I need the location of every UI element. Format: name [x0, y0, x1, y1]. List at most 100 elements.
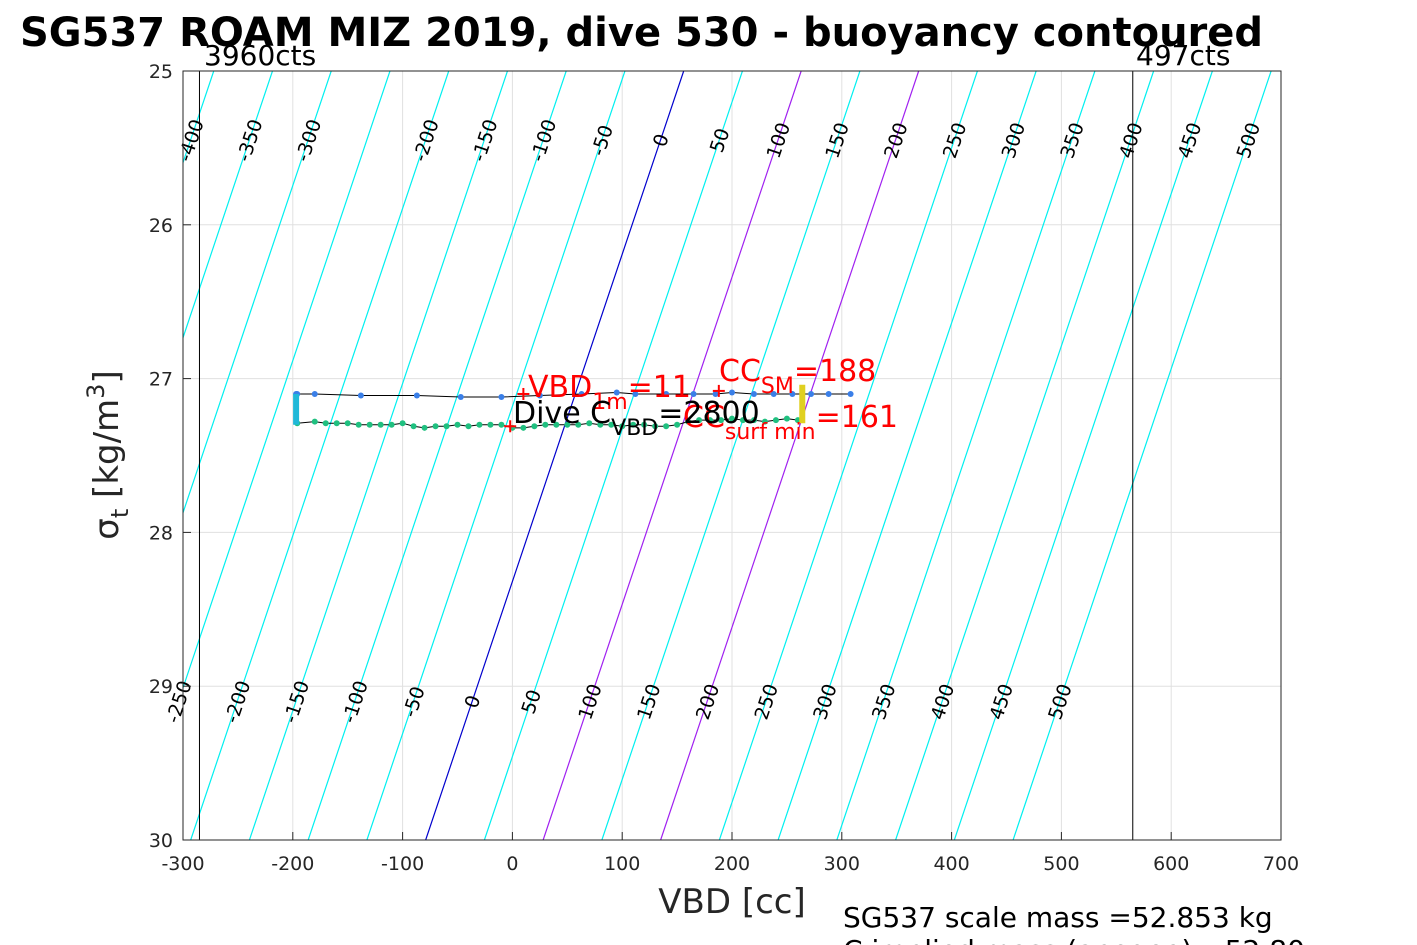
annotation-ccsm: CCSM=188	[719, 354, 876, 399]
data-point	[487, 421, 494, 428]
contour-line	[183, 71, 274, 340]
buoyancy-contours	[183, 71, 1272, 840]
reference-markers	[504, 384, 725, 433]
contour-line	[777, 71, 1037, 840]
data-point	[520, 424, 527, 431]
y-tick-label: 29	[149, 676, 173, 698]
data-point	[413, 392, 420, 399]
footer-scale-mass: SG537 scale mass =52.853 kg	[843, 901, 1273, 934]
chart-title: SG537 ROAM MIZ 2019, dive 530 - buoyancy…	[20, 10, 1263, 56]
data-point	[578, 390, 585, 397]
data-point	[847, 390, 854, 397]
data-point	[652, 423, 659, 430]
data-point	[825, 390, 832, 397]
data-point	[632, 390, 639, 397]
limit-label-left: 3960cts	[204, 39, 316, 72]
contour-line	[836, 71, 1096, 840]
data-point	[498, 394, 505, 401]
x-tick-label: 500	[1043, 853, 1079, 875]
contour-line	[366, 71, 626, 840]
data-point	[498, 421, 505, 428]
contour-line	[718, 71, 978, 840]
series-line	[297, 418, 798, 429]
contour-line	[307, 71, 567, 840]
data-point	[729, 389, 735, 396]
annotation-ccsurf: CCsurf min=161	[683, 400, 898, 445]
data-point	[619, 423, 626, 430]
data-point	[564, 421, 571, 428]
data-point	[377, 421, 384, 428]
data-point	[344, 420, 351, 427]
x-tick-label: 0	[506, 853, 518, 875]
data-point	[531, 423, 538, 430]
y-axis-label: σt [kg/m3]	[82, 370, 134, 539]
data-point	[432, 423, 439, 430]
data-point	[388, 421, 395, 428]
x-tick-label: -300	[161, 853, 204, 875]
data-point	[586, 420, 593, 427]
x-tick-label: -200	[271, 853, 314, 875]
limit-label-right: 497cts	[1136, 39, 1230, 72]
vbd-limit-lines	[198, 71, 1134, 840]
data-point	[542, 421, 549, 428]
y-tick-label: 26	[149, 215, 173, 237]
data-point	[443, 423, 450, 430]
y-axis-label-symbol: σ	[87, 518, 127, 540]
data-point	[772, 417, 779, 424]
y-axis-label-unit-sup: 3	[82, 384, 110, 399]
contour-line	[425, 71, 685, 840]
data-point	[608, 421, 615, 428]
y-tick-label: 30	[149, 830, 173, 852]
x-axis-label: VBD [cc]	[658, 882, 806, 922]
data-point	[421, 424, 428, 431]
annotation-divec: Dive CVBD=2800	[513, 396, 760, 441]
data-point	[410, 423, 417, 430]
data-point	[366, 421, 373, 428]
data-point	[729, 415, 735, 422]
y-axis-label-unit-close: ]	[87, 370, 127, 383]
y-tick-label: 25	[149, 61, 173, 83]
data-point	[311, 418, 318, 425]
contour-line	[483, 71, 743, 840]
data-series	[293, 384, 854, 431]
data-point	[575, 421, 582, 428]
data-point	[457, 394, 464, 401]
y-axis-label-sub: t	[106, 509, 134, 518]
data-point	[690, 390, 697, 397]
x-tick-label: 200	[714, 853, 750, 875]
data-point	[789, 390, 796, 397]
data-point	[536, 392, 543, 399]
data-point	[750, 390, 757, 397]
contour-line	[1012, 71, 1272, 840]
data-point	[553, 421, 560, 428]
data-point	[718, 417, 725, 424]
contour-line	[601, 71, 861, 840]
data-point	[663, 423, 670, 430]
x-axis-ticks: -300 -200 -100 0 100 200 300 400 500 600 700	[161, 832, 1299, 875]
data-point	[707, 417, 714, 424]
x-tick-label: 600	[1153, 853, 1189, 875]
data-point	[399, 420, 406, 427]
data-point	[685, 418, 692, 425]
x-tick-label: -100	[381, 853, 424, 875]
data-point	[597, 421, 604, 428]
data-point	[674, 421, 681, 428]
contour-line	[190, 71, 450, 840]
contour-line	[248, 71, 509, 840]
footer-implied-mass: C implied mass (apogee) =52.80	[843, 934, 1305, 945]
data-point	[357, 392, 364, 399]
data-point	[630, 421, 637, 428]
contour-line	[953, 71, 1213, 840]
data-point	[783, 415, 790, 422]
data-point	[311, 390, 318, 397]
svg-text:σt [kg/m3]: σt [kg/m3]	[82, 370, 134, 539]
data-point	[465, 423, 472, 430]
data-point	[696, 417, 703, 424]
y-tick-label: 27	[149, 369, 173, 391]
data-point	[808, 390, 815, 397]
y-axis-ticks: 25 26 27 28 29 30	[149, 61, 191, 852]
contour-line	[660, 71, 920, 840]
contour-line	[895, 71, 1155, 840]
x-tick-label: 100	[604, 853, 640, 875]
